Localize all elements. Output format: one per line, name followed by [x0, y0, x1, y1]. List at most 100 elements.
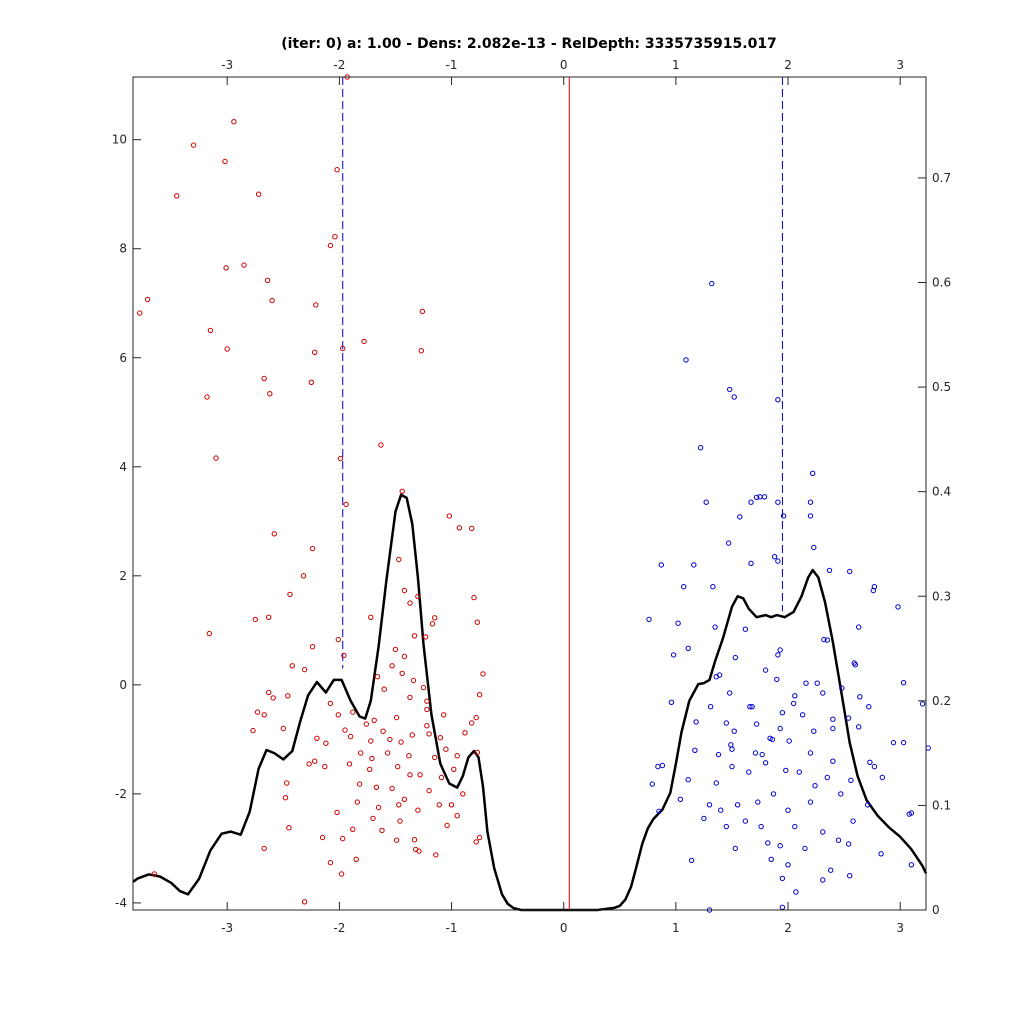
scatter-point-s1-35: [856, 624, 862, 630]
scatter-point-s0-101: [469, 720, 475, 726]
scatter-point-s0-78: [327, 859, 334, 866]
scatter-point-s0-55: [480, 671, 486, 677]
scatter-point-s0-64: [327, 700, 334, 707]
scatter-point-s1-7: [780, 513, 787, 519]
scatter-point-s1-102: [871, 763, 878, 770]
scatter-point-s1-15: [807, 513, 814, 519]
scatter-point-s1-24: [658, 562, 664, 568]
scatter-point-s0-139: [462, 730, 468, 736]
scatter-point-s0-122: [387, 736, 393, 743]
scatter-point-s0-61: [261, 712, 267, 718]
scatter-point-s0-137: [451, 766, 457, 772]
scatter-point-s0-21: [332, 234, 338, 240]
scatter-point-s0-133: [369, 755, 375, 762]
scatter-point-s0-92: [411, 837, 418, 843]
y-right-tick-label-6: 0.6: [932, 276, 951, 290]
scatter-point-s0-37: [271, 531, 277, 537]
scatter-point-s1-133: [768, 856, 774, 862]
scatter-point-s1-76: [856, 724, 862, 730]
x-tick-label-bottom-0: -3: [221, 921, 233, 935]
y-left-tick-label-6: 8: [119, 242, 127, 256]
scatter-point-s0-44: [206, 630, 213, 637]
scatter-point-s1-61: [749, 704, 755, 710]
scatter-point-s1-32: [675, 620, 681, 626]
scatter-point-s1-17: [725, 540, 732, 546]
scatter-point-s1-119: [723, 823, 729, 830]
scatter-point-s0-14: [224, 346, 230, 352]
scatter-point-s1-129: [802, 845, 808, 852]
scatter-point-s0-42: [266, 614, 272, 620]
plot-area-frame: [132, 76, 927, 911]
scatter-point-s0-45: [309, 644, 316, 650]
scatter-point-s0-5: [190, 142, 197, 148]
scatter-point-s0-141: [420, 684, 427, 691]
scatter-point-s0-109: [401, 653, 408, 660]
scatter-point-s0-68: [323, 740, 329, 746]
scatter-point-s0-38: [309, 545, 316, 552]
scatter-point-s0-146: [370, 815, 376, 822]
scatter-point-s1-124: [850, 818, 856, 824]
scatter-point-s0-2: [137, 310, 143, 316]
scatter-point-s0-66: [350, 709, 356, 715]
scatter-point-s1-57: [900, 680, 907, 686]
y-right-tick-label-4: 0.4: [932, 485, 951, 499]
scatter-point-s0-3: [144, 296, 151, 303]
scatter-point-s0-19: [313, 302, 319, 308]
scatter-point-s1-134: [785, 862, 791, 868]
scatter-point-s0-131: [368, 738, 374, 744]
scatter-point-s0-33: [399, 488, 405, 494]
scatter-point-s1-0: [709, 280, 715, 287]
scatter-point-s1-31: [646, 616, 652, 623]
scatter-point-s1-138: [820, 877, 826, 883]
scatter-point-s0-102: [473, 714, 479, 721]
scatter-point-s0-69: [314, 735, 320, 741]
scatter-point-s1-121: [758, 823, 764, 830]
scatter-point-s0-7: [231, 119, 237, 125]
scatter-point-s1-25: [691, 562, 697, 568]
scatter-point-s1-3: [731, 394, 737, 400]
scatter-point-s0-153: [354, 799, 360, 805]
scatter-point-s0-73: [284, 780, 290, 786]
scatter-point-s0-86: [373, 784, 380, 790]
scatter-point-s1-43: [824, 637, 830, 643]
scatter-point-s0-58: [270, 695, 276, 701]
scatter-point-s0-152: [367, 766, 373, 772]
scatter-point-s0-98: [473, 839, 479, 845]
scatter-point-s0-103: [396, 556, 402, 563]
scatter-point-s1-131: [845, 841, 852, 847]
scatter-point-s0-72: [306, 761, 312, 767]
scatter-point-s0-106: [415, 593, 421, 600]
scatter-point-s0-123: [398, 739, 404, 745]
scatter-point-s0-155: [347, 733, 354, 740]
scatter-point-s0-104: [407, 600, 413, 606]
scatter-point-s1-74: [811, 728, 817, 734]
scatter-point-s1-47: [713, 674, 719, 680]
scatter-point-s0-31: [337, 455, 344, 462]
scatter-point-s0-80: [353, 856, 359, 862]
scatter-point-s0-111: [399, 670, 405, 677]
scatter-point-s0-28: [419, 308, 426, 315]
chart-title: (iter: 0) a: 1.00 - Dens: 2.082e-13 - Re…: [281, 36, 777, 52]
scatter-point-s0-128: [432, 754, 438, 761]
scatter-point-s0-149: [436, 802, 442, 808]
scatter-point-s1-37: [670, 652, 677, 658]
scatter-point-s0-59: [285, 693, 291, 699]
scatter-point-s0-143: [407, 772, 413, 778]
y-right-tick-label-7: 0.7: [932, 171, 951, 185]
scatter-point-s1-65: [845, 715, 852, 721]
scatter-point-s1-114: [807, 799, 814, 805]
scatter-point-s0-43: [252, 616, 259, 623]
scatter-point-s0-6: [222, 158, 228, 165]
scatter-point-s0-113: [374, 674, 381, 680]
scatter-point-s1-94: [729, 763, 735, 770]
scatter-point-s1-19: [771, 554, 778, 560]
scatter-point-s0-127: [443, 746, 449, 752]
scatter-point-s1-126: [732, 845, 738, 852]
scatter-point-s0-57: [266, 689, 272, 696]
scatter-point-s1-77: [692, 747, 698, 753]
scatter-point-s1-103: [879, 774, 885, 781]
scatter-point-s0-84: [356, 781, 363, 787]
scatter-point-s1-54: [820, 690, 826, 696]
scatter-point-s0-8: [255, 191, 262, 197]
scatter-point-s0-114: [381, 686, 387, 692]
